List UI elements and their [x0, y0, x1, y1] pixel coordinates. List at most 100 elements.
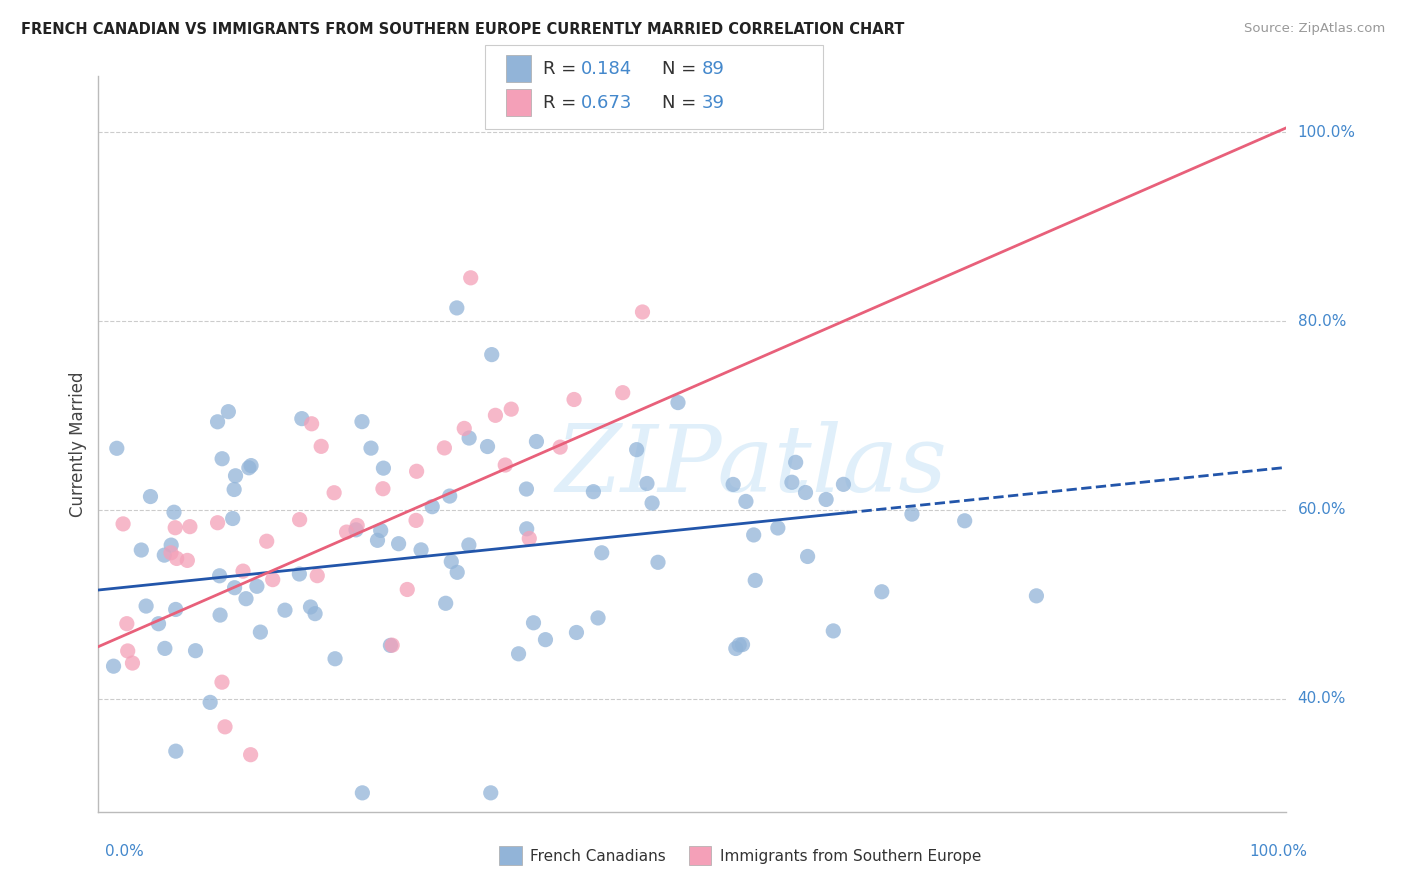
Point: [728, 638, 751, 652]
Point: [626, 442, 648, 457]
Point: [117, 644, 139, 658]
Point: [238, 460, 260, 475]
Point: [515, 482, 537, 496]
Point: [184, 643, 207, 657]
Text: N =: N =: [662, 94, 702, 112]
Point: [815, 492, 838, 507]
Point: [240, 458, 263, 473]
Point: [217, 405, 239, 419]
Point: [439, 489, 461, 503]
Point: [744, 574, 766, 588]
Text: R =: R =: [543, 60, 582, 78]
Point: [309, 439, 332, 453]
Text: Immigrants from Southern Europe: Immigrants from Southern Europe: [720, 849, 981, 863]
Point: [420, 500, 443, 514]
Point: [165, 521, 187, 535]
Point: [211, 675, 233, 690]
Point: [433, 441, 456, 455]
Point: [641, 496, 664, 510]
Point: [446, 301, 468, 315]
Point: [381, 638, 404, 652]
Point: [460, 270, 482, 285]
Point: [901, 507, 924, 521]
Point: [208, 568, 231, 582]
Point: [211, 451, 233, 466]
Point: [582, 484, 605, 499]
Point: [647, 555, 669, 569]
Point: [350, 415, 373, 429]
Point: [409, 542, 432, 557]
Point: [494, 458, 516, 472]
Point: [516, 522, 538, 536]
Point: [766, 521, 789, 535]
Point: [405, 464, 427, 478]
Point: [115, 616, 138, 631]
Text: 89: 89: [702, 60, 724, 78]
Point: [870, 584, 893, 599]
Point: [794, 485, 817, 500]
Point: [274, 603, 297, 617]
Point: [373, 461, 395, 475]
Text: Source: ZipAtlas.com: Source: ZipAtlas.com: [1244, 22, 1385, 36]
Point: [235, 591, 257, 606]
Point: [160, 546, 183, 560]
Point: [666, 395, 689, 409]
Point: [534, 632, 557, 647]
Point: [785, 455, 807, 469]
Point: [370, 524, 392, 538]
Point: [112, 516, 135, 531]
Text: 80.0%: 80.0%: [1298, 314, 1346, 328]
Text: 0.0%: 0.0%: [105, 845, 145, 859]
Point: [565, 625, 588, 640]
Text: 0.184: 0.184: [581, 60, 631, 78]
Text: 0.673: 0.673: [581, 94, 633, 112]
Point: [335, 525, 357, 540]
Point: [304, 607, 326, 621]
Point: [344, 523, 367, 537]
Point: [224, 581, 246, 595]
Point: [953, 514, 976, 528]
Point: [446, 566, 468, 580]
Point: [636, 476, 658, 491]
Point: [291, 411, 314, 425]
Point: [163, 505, 186, 519]
Point: [731, 638, 754, 652]
Point: [477, 440, 499, 454]
Point: [153, 641, 176, 656]
Point: [165, 602, 187, 616]
Point: [360, 441, 382, 455]
Point: [501, 402, 523, 417]
Point: [153, 548, 176, 562]
Point: [823, 624, 845, 638]
Point: [458, 431, 481, 445]
Point: [591, 546, 613, 560]
Text: 60.0%: 60.0%: [1298, 502, 1346, 517]
Point: [405, 513, 427, 527]
Point: [526, 434, 548, 449]
Point: [232, 564, 254, 578]
Point: [256, 534, 278, 549]
Point: [366, 533, 388, 548]
Point: [440, 555, 463, 569]
Point: [371, 482, 394, 496]
Point: [396, 582, 419, 597]
Point: [207, 415, 229, 429]
Text: 100.0%: 100.0%: [1250, 845, 1308, 859]
Point: [380, 639, 402, 653]
Point: [522, 615, 544, 630]
Text: 39: 39: [702, 94, 724, 112]
Y-axis label: Currently Married: Currently Married: [69, 371, 87, 516]
Point: [299, 599, 322, 614]
Point: [307, 568, 329, 582]
Point: [387, 537, 409, 551]
Point: [148, 616, 170, 631]
Point: [224, 483, 246, 497]
Text: 40.0%: 40.0%: [1298, 691, 1346, 706]
Point: [562, 392, 585, 407]
Text: R =: R =: [543, 94, 582, 112]
Point: [832, 477, 855, 491]
Point: [453, 421, 475, 435]
Point: [352, 786, 374, 800]
Point: [166, 551, 188, 566]
Point: [207, 516, 229, 530]
